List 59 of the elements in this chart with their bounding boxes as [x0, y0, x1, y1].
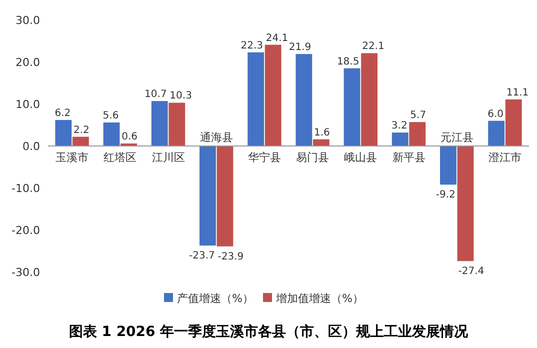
data-label: 11.1 [506, 87, 529, 98]
x-tick-label: 江川区 [152, 151, 185, 164]
bar [55, 120, 72, 146]
data-label: 10.3 [170, 90, 192, 102]
x-tick-label: 元江县 [440, 131, 474, 144]
bar [264, 44, 282, 146]
legend-label: 产值增速（%） [177, 292, 254, 305]
x-tick-label: 华宁县 [248, 151, 281, 164]
data-label: 1.6 [314, 127, 330, 138]
data-label: 5.7 [410, 110, 426, 122]
data-label: 10.7 [144, 89, 167, 100]
data-label: -9.2 [436, 190, 456, 201]
bar [296, 54, 312, 146]
text: 图表 1 2026 年一季度玉溪市各县（市、区）规上工业发展情况 [68, 323, 470, 340]
data-label: 18.5 [336, 56, 360, 68]
x-tick-label: 易门县 [296, 151, 330, 164]
y-tick-label: -10.0 [12, 182, 40, 195]
y-tick-label: 20.0 [16, 56, 40, 69]
bar [409, 122, 426, 146]
data-label: 22.1 [362, 41, 384, 52]
bar [248, 52, 264, 146]
bar [72, 136, 89, 146]
bar [457, 146, 474, 262]
bar [488, 120, 505, 146]
bar [344, 68, 360, 146]
y-tick-label: -30.0 [12, 266, 40, 279]
bar [361, 53, 378, 146]
bar [151, 101, 168, 146]
y-tick-label: 0.0 [22, 140, 40, 153]
bar [505, 99, 522, 146]
data-label: -27.4 [458, 266, 484, 278]
data-label: 3.2 [391, 120, 408, 132]
data-label: 2.2 [73, 124, 90, 136]
data-label: 5.6 [102, 110, 119, 122]
x-tick-label: 通海县 [200, 131, 233, 144]
data-label: 6.2 [54, 108, 71, 119]
bar [103, 122, 120, 146]
bar [440, 146, 456, 185]
data-label: -23.9 [218, 251, 244, 262]
bar [216, 146, 234, 246]
data-label: -23.7 [189, 250, 215, 262]
y-tick-label: 10.0 [16, 98, 40, 111]
bar [200, 146, 216, 246]
bar [392, 132, 408, 146]
y-tick-label: 30.0 [16, 14, 40, 27]
x-tick-label: 澄江市 [488, 151, 522, 164]
x-tick-label: 玉溪市 [56, 151, 89, 164]
x-tick-label: 峨山县 [344, 151, 378, 164]
x-tick-label: 红塔区 [104, 151, 137, 164]
data-label: 6.0 [488, 108, 504, 120]
y-tick-label: -20.0 [12, 224, 40, 237]
data-label: 21.9 [288, 42, 312, 54]
legend-label: 增加值增速（%） [275, 292, 364, 305]
data-label: 22.3 [240, 40, 264, 52]
bar [168, 102, 186, 146]
x-tick-label: 新平县 [392, 151, 426, 164]
data-label: 0.6 [122, 131, 138, 142]
data-label: 24.1 [266, 32, 288, 44]
bar [312, 139, 330, 146]
